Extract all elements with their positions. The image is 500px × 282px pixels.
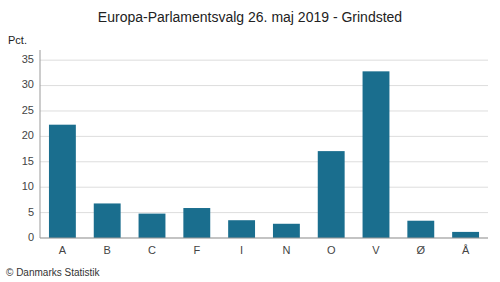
grid-line: [40, 85, 488, 86]
x-tick-label: Ø: [417, 244, 426, 256]
y-tick-label: 35: [22, 53, 34, 65]
x-tick-label: A: [59, 244, 67, 256]
y-tick-label: 25: [22, 104, 34, 116]
x-tick-label: I: [240, 244, 243, 256]
y-tick-label: 20: [22, 129, 34, 141]
bar: [183, 208, 210, 238]
bar: [94, 203, 121, 238]
grid-line: [40, 136, 488, 137]
grid-line: [40, 110, 488, 111]
grid-line: [40, 60, 488, 61]
bar: [273, 224, 300, 238]
y-tick-label: 0: [28, 231, 34, 243]
y-tick-label: 5: [28, 206, 34, 218]
grid-line: [40, 161, 488, 162]
x-tick-label: O: [327, 244, 336, 256]
y-axis-label: Pct.: [8, 34, 27, 46]
x-axis-line: [40, 238, 488, 239]
y-axis-line: [40, 50, 41, 238]
bar: [407, 221, 434, 238]
x-tick-label: B: [104, 244, 111, 256]
bar: [363, 71, 390, 238]
chart: Europa-Parlamentsvalg 26. maj 2019 - Gri…: [0, 0, 500, 282]
bars: [49, 71, 479, 238]
footer: © Danmarks Statistik: [6, 267, 101, 278]
x-tick-label: V: [372, 244, 380, 256]
x-tick-label: Å: [462, 244, 470, 256]
bar: [228, 220, 255, 238]
grid: [40, 60, 488, 238]
grid-line: [40, 187, 488, 188]
x-tick-label: N: [282, 244, 290, 256]
bar: [318, 151, 345, 238]
page: {"chart_data": {"type": "bar", "title": …: [0, 0, 500, 282]
y-tick-label: 30: [22, 78, 34, 90]
y-tick-labels: 0 5 10 15 20 25 30 35: [22, 53, 34, 243]
grid-line: [40, 238, 488, 239]
x-tick-labels: ABCFINOVØÅ: [59, 244, 470, 256]
title: Europa-Parlamentsvalg 26. maj 2019 - Gri…: [98, 9, 402, 25]
bar: [49, 125, 76, 238]
y-tick-label: 10: [22, 180, 34, 192]
bar: [452, 232, 479, 238]
x-tick-label: F: [193, 244, 200, 256]
x-tick-label: C: [148, 244, 156, 256]
y-tick-label: 15: [22, 155, 34, 167]
chart-container: Europa-Parlamentsvalg 26. maj 2019 - Gri…: [0, 0, 500, 282]
bar: [139, 214, 166, 238]
